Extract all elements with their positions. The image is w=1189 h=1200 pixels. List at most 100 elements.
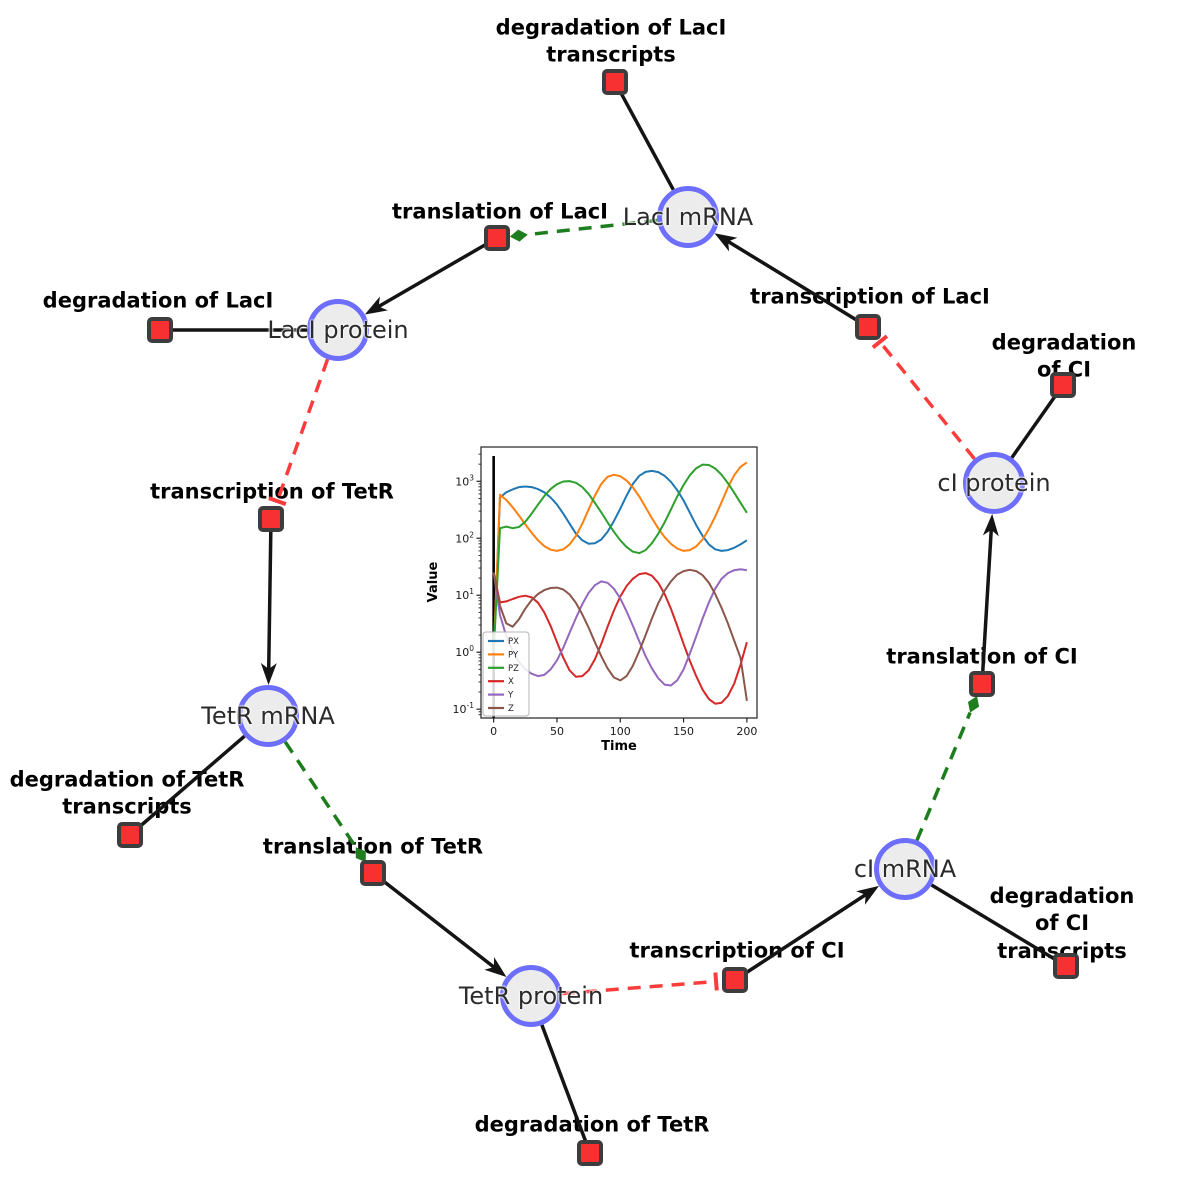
species-label-ci_protein: cI protein <box>937 469 1051 497</box>
edge-line <box>619 92 675 191</box>
edge-line <box>266 531 273 671</box>
reaction-label-transcription_laci: transcription of LacI <box>750 284 990 309</box>
legend-label-PX: PX <box>508 637 519 647</box>
reaction-node-transcription_ci <box>722 967 748 993</box>
reaction-node-translation_ci <box>969 671 995 697</box>
reaction-node-deg_tetr <box>577 1140 603 1166</box>
reaction-label-translation_tetr: translation of TetR <box>262 834 484 859</box>
reaction-node-deg_laci <box>147 317 173 343</box>
species-label-laci_mrna: LacI mRNA <box>622 203 754 231</box>
edge-ci_mrna-deg_ci_tx <box>930 883 1056 961</box>
arrowhead-icon <box>714 233 738 252</box>
y-tick-label: 100 <box>455 644 474 659</box>
diamond-modifier-icon <box>355 847 366 863</box>
reaction-label-deg_ci_tx: degradation of CI transcripts <box>989 884 1135 963</box>
y-tick-label: 10-1 <box>453 701 475 716</box>
edge-transcription_ci-ci_mrna <box>744 885 879 975</box>
legend-label-Z: Z <box>508 704 514 714</box>
reaction-label-deg_laci_tx: degradation of LacI transcripts <box>495 15 727 67</box>
edge-line <box>1010 394 1057 459</box>
reaction-node-deg_laci_tx <box>602 69 628 95</box>
y-axis-label: Value <box>426 561 441 602</box>
edge-laci_protein-transcription_tetr <box>268 358 330 506</box>
chart-legend: PX PY PZ XYZ <box>482 631 530 717</box>
chart-series-PX <box>492 469 748 653</box>
edge-transcription_tetr-tetr_mrna <box>260 531 277 685</box>
y-tick-label: 103 <box>455 473 474 488</box>
edge-line <box>138 734 246 828</box>
legend-label-X: X <box>508 677 514 687</box>
edge-translation_tetr-tetr_protein <box>382 879 507 977</box>
legend-label-PY: PY <box>508 650 519 660</box>
species-node-laci_mrna <box>657 186 719 248</box>
edge-tetr_mrna-deg_tetr_tx <box>138 734 246 828</box>
edge-transcription_laci-laci_mrna <box>714 233 858 322</box>
reaction-label-deg_tetr: degradation of TetR <box>474 1112 710 1137</box>
edge-line <box>561 979 717 996</box>
species-node-laci_protein <box>307 299 369 361</box>
edge-line <box>878 340 976 460</box>
chart-series-PZ <box>492 463 748 653</box>
legend-box <box>482 631 530 717</box>
edge-line <box>744 892 868 975</box>
reaction-label-translation_laci: translation of LacI <box>392 199 608 224</box>
edge-line <box>981 528 994 672</box>
reaction-node-deg_tetr_tx <box>117 822 143 848</box>
legend-label-PZ: PZ <box>508 664 519 674</box>
edge-line <box>376 242 487 309</box>
inhibition-tee-icon <box>871 334 889 349</box>
edge-ci_protein-transcription_laci <box>871 334 976 460</box>
arrowhead-icon <box>260 662 277 685</box>
arrowhead-icon <box>484 957 507 977</box>
species-node-tetr_protein <box>500 965 562 1027</box>
arrowhead-icon <box>982 513 999 537</box>
x-tick-label: 100 <box>610 725 631 738</box>
x-axis-label: Time <box>601 739 637 754</box>
x-tick-label: 50 <box>550 725 564 738</box>
chart-series-PY <box>492 461 748 653</box>
chart-frame <box>480 446 758 719</box>
reaction-node-deg_ci_tx <box>1053 953 1079 979</box>
species-label-laci_protein: LacI protein <box>267 316 409 344</box>
timecourse-chart: 0 50 100 150 20010-1100101102103TimeValuePXP… <box>426 446 758 754</box>
x-tick-label: 200 <box>736 725 757 738</box>
arrowhead-icon <box>856 885 879 905</box>
reaction-label-deg_laci: degradation of LacI <box>42 288 274 313</box>
inhibition-tee-icon <box>268 496 287 506</box>
edge-tetr_protein-transcription_ci <box>561 972 719 996</box>
reaction-label-deg_tetr_tx: degradation of TetR transcripts <box>9 767 245 819</box>
x-tick-label: 0 <box>490 725 497 738</box>
reaction-node-transcription_tetr <box>258 506 284 532</box>
edge-line <box>726 239 858 322</box>
species-label-tetr_mrna: TetR mRNA <box>201 702 335 730</box>
edge-tetr_protein-deg_tetr <box>540 1024 588 1142</box>
reaction-node-translation_tetr <box>360 860 386 886</box>
edge-line <box>915 711 972 842</box>
y-tick-label: 102 <box>455 530 474 545</box>
chart-series-X <box>492 572 748 705</box>
edge-ci_protein-deg_ci <box>1010 394 1057 459</box>
chart-series-Z <box>492 568 748 702</box>
species-label-ci_mrna: cI mRNA <box>853 855 957 883</box>
edge-laci_mrna-translation_laci <box>509 218 658 242</box>
edge-line <box>275 358 330 502</box>
reaction-label-transcription_ci: transcription of CI <box>629 938 845 963</box>
edge-line <box>540 1024 588 1142</box>
reaction-label-translation_ci: translation of CI <box>886 644 1078 669</box>
edge-ci_mrna-translation_ci <box>915 696 980 842</box>
diamond-modifier-icon <box>509 229 528 242</box>
reaction-node-deg_ci <box>1050 372 1076 398</box>
reaction-node-transcription_laci <box>855 314 881 340</box>
species-node-ci_mrna <box>874 838 936 900</box>
x-tick-label: 150 <box>673 725 694 738</box>
species-label-tetr_protein: TetR protein <box>458 982 604 1010</box>
edge-line <box>930 883 1056 961</box>
arrowhead-icon <box>364 296 388 315</box>
edge-line <box>283 740 358 849</box>
diamond-modifier-icon <box>968 696 980 713</box>
reaction-node-translation_laci <box>484 225 510 251</box>
edge-tetr_mrna-translation_tetr <box>283 740 366 863</box>
species-node-ci_protein <box>963 452 1025 514</box>
